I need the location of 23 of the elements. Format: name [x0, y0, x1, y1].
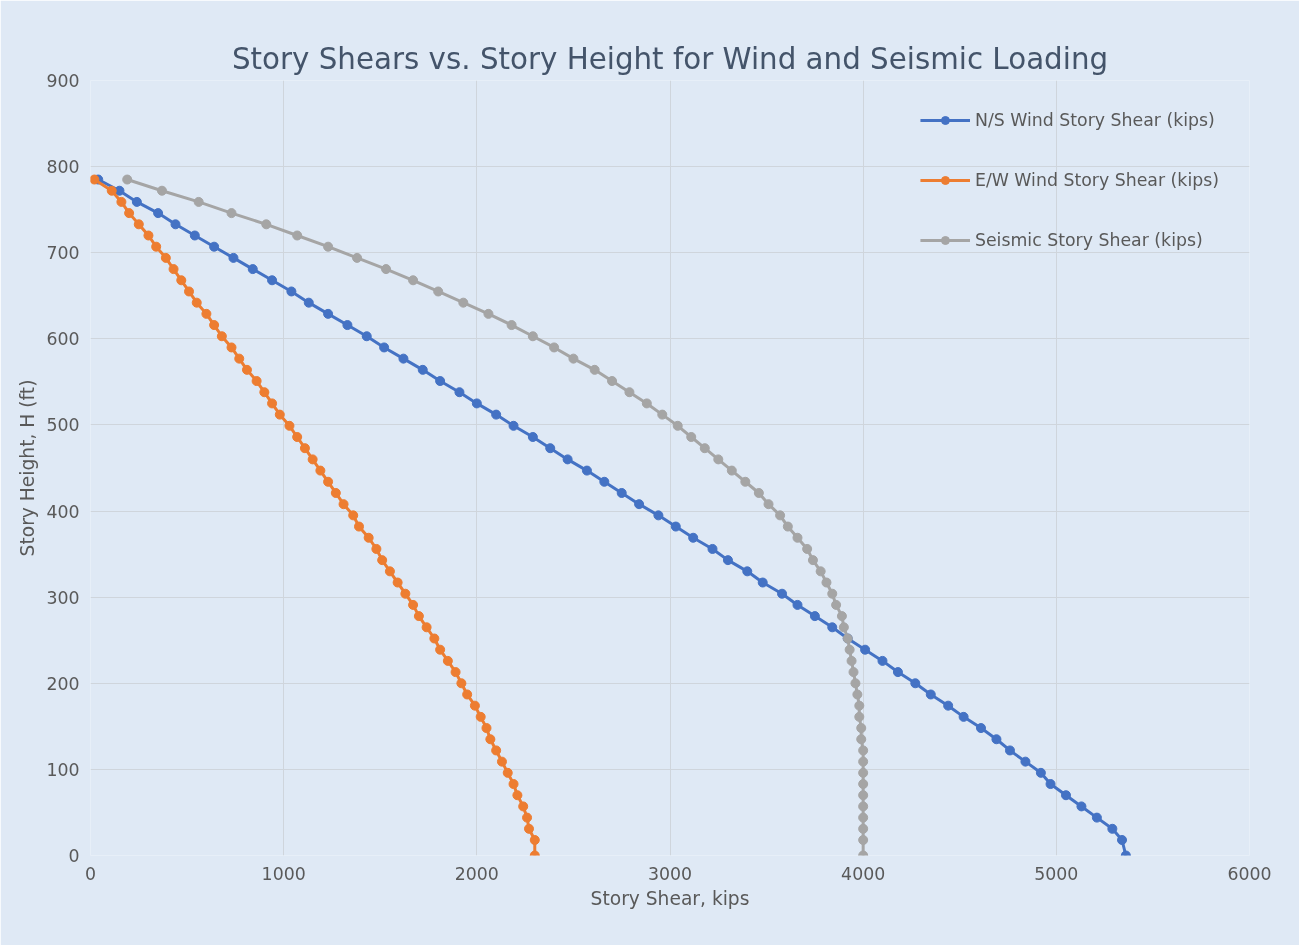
x-tick-label: 4000: [841, 863, 886, 884]
legend-label: N/S Wind Story Shear (kips): [974, 110, 1215, 130]
y-axis-title: Story Height, H (ft): [17, 379, 39, 557]
y-tick-label: 500: [46, 415, 80, 436]
x-tick-label: 0: [84, 863, 97, 884]
legend-label: E/W Wind Story Shear (kips): [974, 170, 1219, 190]
y-tick-label: 100: [46, 759, 80, 780]
y-tick-label: 700: [46, 243, 80, 264]
y-tick-label: 800: [46, 157, 80, 178]
x-tick-label: 5000: [1034, 863, 1079, 884]
x-tick-label: 6000: [1227, 863, 1272, 884]
y-tick-label: 200: [46, 673, 80, 694]
x-axis-title: Story Shear, kips: [590, 887, 750, 909]
x-tick-label: 3000: [647, 863, 693, 884]
y-tick-label: 300: [46, 587, 80, 608]
chart-title: Story Shears vs. Story Height for Wind and Seismic Loading: [231, 41, 1109, 76]
y-tick-label: 0: [68, 846, 80, 866]
y-tick-label: 400: [46, 501, 80, 522]
y-tick-label: 900: [46, 71, 80, 91]
x-tick-label: 2000: [454, 863, 499, 884]
legend-label: Seismic Story Shear (kips): [974, 230, 1203, 250]
y-tick-label: 600: [46, 329, 80, 350]
x-tick-label: 1000: [261, 863, 306, 884]
